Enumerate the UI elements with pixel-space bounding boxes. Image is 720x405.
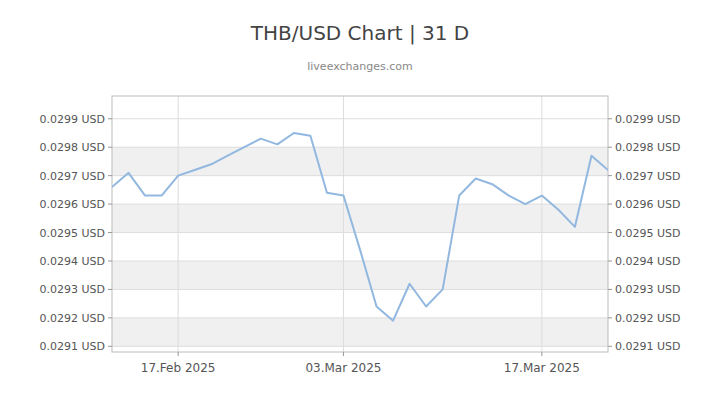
grid-line (112, 317, 608, 318)
y-tick (108, 118, 112, 119)
y-tick-label-right: 0.0292 USD (615, 312, 681, 325)
y-tick-label: 0.0293 USD (40, 283, 106, 296)
y-tick (108, 147, 112, 148)
y-tick (608, 147, 612, 148)
x-tick-label: 17.Feb 2025 (141, 361, 216, 375)
grid (112, 96, 608, 352)
x-tick-label: 17.Mar 2025 (504, 361, 580, 375)
data-layer (112, 133, 608, 321)
subtitle: liveexchanges.com (307, 60, 412, 73)
grid-line (112, 232, 608, 233)
grid-line (541, 96, 542, 352)
line (112, 133, 608, 321)
y-tick (608, 260, 612, 261)
grid-line (112, 147, 608, 148)
y-tick (108, 289, 112, 290)
y-tick (108, 317, 112, 318)
y-tick (108, 204, 112, 205)
y-tick-label: 0.0291 USD (40, 340, 106, 353)
y-tick-label: 0.0298 USD (40, 141, 106, 154)
grid-band (112, 261, 608, 289)
grid-line (112, 289, 608, 290)
y-tick-label: 0.0296 USD (40, 198, 106, 211)
y-tick-label: 0.0294 USD (40, 255, 106, 268)
y-tick-label-right: 0.0296 USD (615, 198, 681, 211)
grid-line (178, 96, 179, 352)
grid-band (112, 318, 608, 346)
y-tick-label-right: 0.0297 USD (615, 170, 681, 183)
y-tick (108, 175, 112, 176)
y-tick (608, 232, 612, 233)
plot-frame (112, 96, 608, 352)
grid-line (112, 118, 608, 119)
y-tick (108, 232, 112, 233)
chart-svg: THB/USD Chart | 31 D liveexchanges.com 0.0… (0, 0, 720, 405)
x-tick (343, 352, 344, 356)
y-tick-label-right: 0.0299 USD (615, 113, 681, 126)
grid-line (343, 96, 344, 352)
x-tick-label: 03.Mar 2025 (305, 361, 381, 375)
y-tick-label-right: 0.0298 USD (615, 141, 681, 154)
chart-container: THB/USD Chart | 31 D liveexchanges.com 0.0… (0, 0, 720, 405)
x-tick (178, 352, 179, 356)
grid-band (112, 147, 608, 175)
y-tick (608, 346, 612, 347)
x-tick (541, 352, 542, 356)
y-tick-label: 0.0299 USD (40, 113, 106, 126)
y-tick (608, 317, 612, 318)
title: THB/USD Chart | 31 D (250, 21, 469, 45)
y-tick (108, 260, 112, 261)
y-tick-label: 0.0292 USD (40, 312, 106, 325)
grid-line (112, 260, 608, 261)
y-tick-label-right: 0.0293 USD (615, 283, 681, 296)
y-tick (608, 289, 612, 290)
y-tick (608, 175, 612, 176)
grid-band (112, 204, 608, 232)
y-tick-label-right: 0.0294 USD (615, 255, 681, 268)
y-tick-label-right: 0.0295 USD (615, 227, 681, 240)
y-tick (608, 118, 612, 119)
y-tick (608, 204, 612, 205)
grid-line (112, 175, 608, 176)
y-tick-label: 0.0297 USD (40, 170, 106, 183)
grid-line (112, 346, 608, 347)
axes: 0.0291 USD 0.0291 USD 0.0292 USD 0.0292 USD… (40, 113, 681, 375)
y-tick-label-right: 0.0291 USD (615, 340, 681, 353)
y-tick-label: 0.0295 USD (40, 227, 106, 240)
y-tick (108, 346, 112, 347)
grid-line (112, 204, 608, 205)
